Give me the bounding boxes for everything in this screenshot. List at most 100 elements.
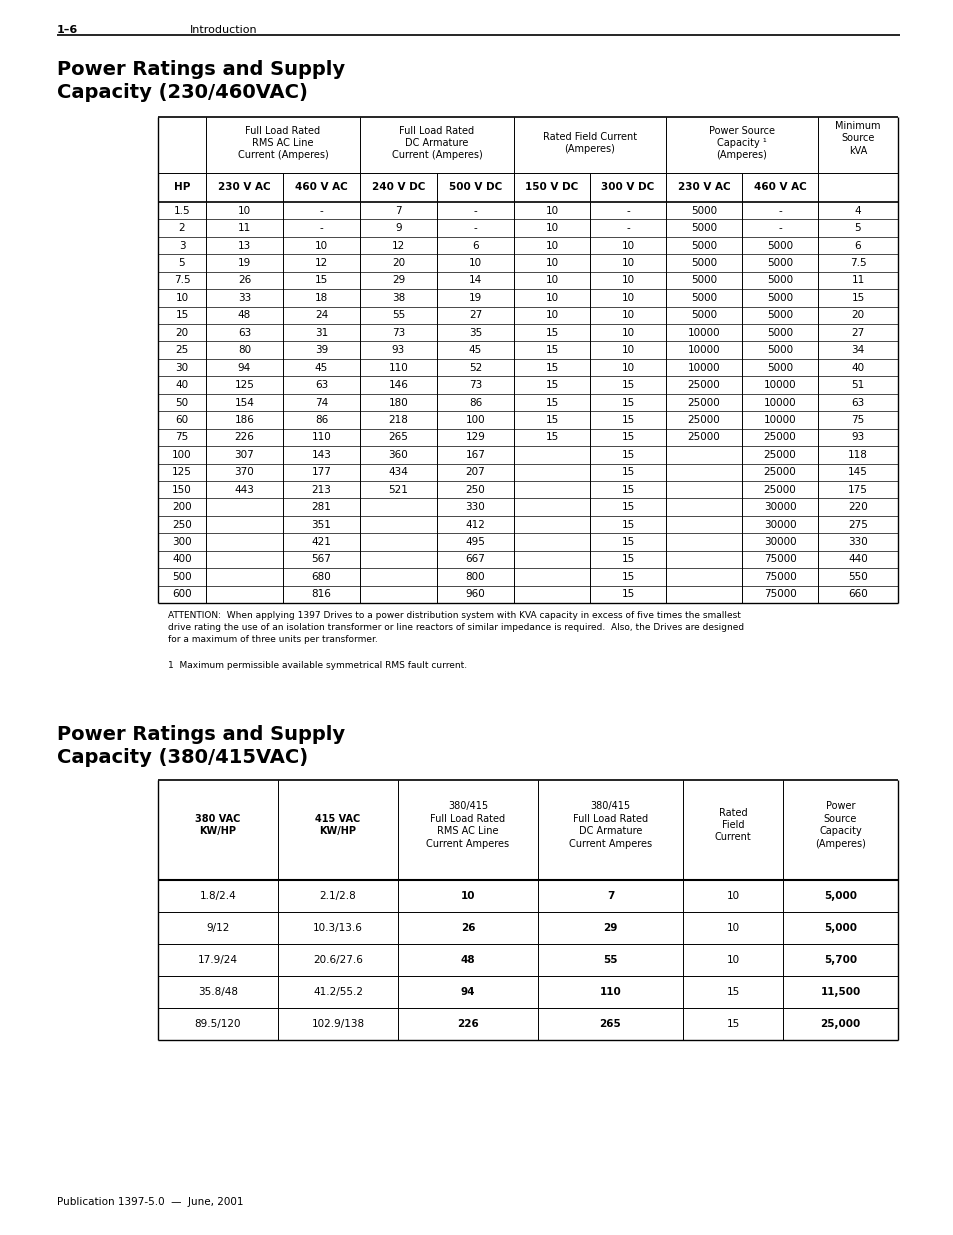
- Text: 220: 220: [847, 503, 867, 513]
- Text: 94: 94: [460, 987, 475, 997]
- Text: 15: 15: [545, 415, 558, 425]
- Text: 15: 15: [725, 987, 739, 997]
- Text: 213: 213: [312, 484, 331, 495]
- Text: 145: 145: [847, 467, 867, 477]
- Text: 816: 816: [312, 589, 331, 599]
- Text: 38: 38: [392, 293, 405, 303]
- Text: 35: 35: [468, 327, 481, 337]
- Text: 10: 10: [545, 224, 558, 233]
- Text: 7: 7: [606, 890, 614, 902]
- Text: 4: 4: [854, 206, 861, 216]
- Text: 7.5: 7.5: [849, 258, 865, 268]
- Text: 125: 125: [234, 380, 254, 390]
- Text: 154: 154: [234, 398, 254, 408]
- Text: 63: 63: [850, 398, 863, 408]
- Text: 150: 150: [172, 484, 192, 495]
- Text: 380 VAC
KW/HP: 380 VAC KW/HP: [195, 814, 240, 836]
- Text: 75000: 75000: [762, 589, 796, 599]
- Text: 26: 26: [237, 275, 251, 285]
- Text: 11: 11: [850, 275, 863, 285]
- Text: 5,000: 5,000: [823, 890, 856, 902]
- Text: 34: 34: [850, 346, 863, 356]
- Text: 94: 94: [237, 363, 251, 373]
- Text: 86: 86: [314, 415, 328, 425]
- Text: 9/12: 9/12: [206, 923, 230, 932]
- Text: 380/415
Full Load Rated
RMS AC Line
Current Amperes: 380/415 Full Load Rated RMS AC Line Curr…: [426, 802, 509, 848]
- Text: 14: 14: [468, 275, 481, 285]
- Text: 39: 39: [314, 346, 328, 356]
- Text: 15: 15: [850, 293, 863, 303]
- Text: Minimum
Source
kVA: Minimum Source kVA: [835, 121, 880, 156]
- Text: 351: 351: [312, 520, 331, 530]
- Text: 93: 93: [850, 432, 863, 442]
- Text: 86: 86: [468, 398, 481, 408]
- Text: 48: 48: [460, 955, 475, 965]
- Text: 75: 75: [850, 415, 863, 425]
- Text: 150 V DC: 150 V DC: [525, 183, 578, 193]
- Text: 265: 265: [599, 1019, 620, 1029]
- Text: 415 VAC
KW/HP: 415 VAC KW/HP: [315, 814, 360, 836]
- Text: Power Source
Capacity ¹
(Amperes): Power Source Capacity ¹ (Amperes): [708, 126, 774, 161]
- Text: 500: 500: [172, 572, 192, 582]
- Text: 20.6/27.6: 20.6/27.6: [313, 955, 362, 965]
- Text: 25,000: 25,000: [820, 1019, 860, 1029]
- Text: Full Load Rated
DC Armature
Current (Amperes): Full Load Rated DC Armature Current (Amp…: [392, 126, 482, 161]
- Text: 440: 440: [847, 555, 867, 564]
- Text: 35.8/48: 35.8/48: [198, 987, 237, 997]
- Text: 25000: 25000: [762, 467, 796, 477]
- Text: 300 V DC: 300 V DC: [600, 183, 654, 193]
- Text: 25000: 25000: [762, 450, 796, 459]
- Text: 275: 275: [847, 520, 867, 530]
- Text: 495: 495: [465, 537, 485, 547]
- Text: 265: 265: [388, 432, 408, 442]
- Text: 360: 360: [388, 450, 408, 459]
- Text: 5000: 5000: [690, 258, 717, 268]
- Text: 40: 40: [850, 363, 863, 373]
- Text: 29: 29: [392, 275, 405, 285]
- Text: 50: 50: [175, 398, 189, 408]
- Text: 10: 10: [620, 275, 634, 285]
- Text: 45: 45: [314, 363, 328, 373]
- Text: 1.8/2.4: 1.8/2.4: [199, 890, 236, 902]
- Text: Introduction: Introduction: [190, 25, 257, 35]
- Text: -: -: [319, 224, 323, 233]
- Text: 10000: 10000: [763, 398, 796, 408]
- Text: 5: 5: [178, 258, 185, 268]
- Text: 7: 7: [395, 206, 401, 216]
- Text: 55: 55: [602, 955, 618, 965]
- Text: 15: 15: [314, 275, 328, 285]
- Text: 460 V AC: 460 V AC: [294, 183, 348, 193]
- Text: 10: 10: [545, 258, 558, 268]
- Text: -: -: [625, 224, 629, 233]
- Text: 15: 15: [620, 572, 634, 582]
- Text: 15: 15: [545, 363, 558, 373]
- Text: 7.5: 7.5: [173, 275, 190, 285]
- Text: 30000: 30000: [763, 520, 796, 530]
- Text: 521: 521: [388, 484, 408, 495]
- Text: 48: 48: [237, 310, 251, 320]
- Text: 12: 12: [392, 241, 405, 251]
- Text: 2.1/2.8: 2.1/2.8: [319, 890, 356, 902]
- Text: 10: 10: [545, 206, 558, 216]
- Text: 460 V AC: 460 V AC: [753, 183, 805, 193]
- Text: 2: 2: [178, 224, 185, 233]
- Text: 10000: 10000: [687, 327, 720, 337]
- Text: 25: 25: [175, 346, 189, 356]
- Text: Power
Source
Capacity
(Amperes): Power Source Capacity (Amperes): [814, 802, 865, 848]
- Text: 1–6: 1–6: [57, 25, 78, 35]
- Text: 31: 31: [314, 327, 328, 337]
- Text: 63: 63: [237, 327, 251, 337]
- Text: 307: 307: [234, 450, 254, 459]
- Text: 550: 550: [847, 572, 867, 582]
- Text: 10: 10: [620, 346, 634, 356]
- Text: 110: 110: [388, 363, 408, 373]
- Text: 29: 29: [602, 923, 617, 932]
- Text: 19: 19: [237, 258, 251, 268]
- Text: 20: 20: [850, 310, 863, 320]
- Text: 10: 10: [175, 293, 189, 303]
- Text: -: -: [778, 224, 781, 233]
- Text: 5000: 5000: [690, 224, 717, 233]
- Text: 24: 24: [314, 310, 328, 320]
- Text: 5000: 5000: [690, 241, 717, 251]
- Text: 15: 15: [545, 398, 558, 408]
